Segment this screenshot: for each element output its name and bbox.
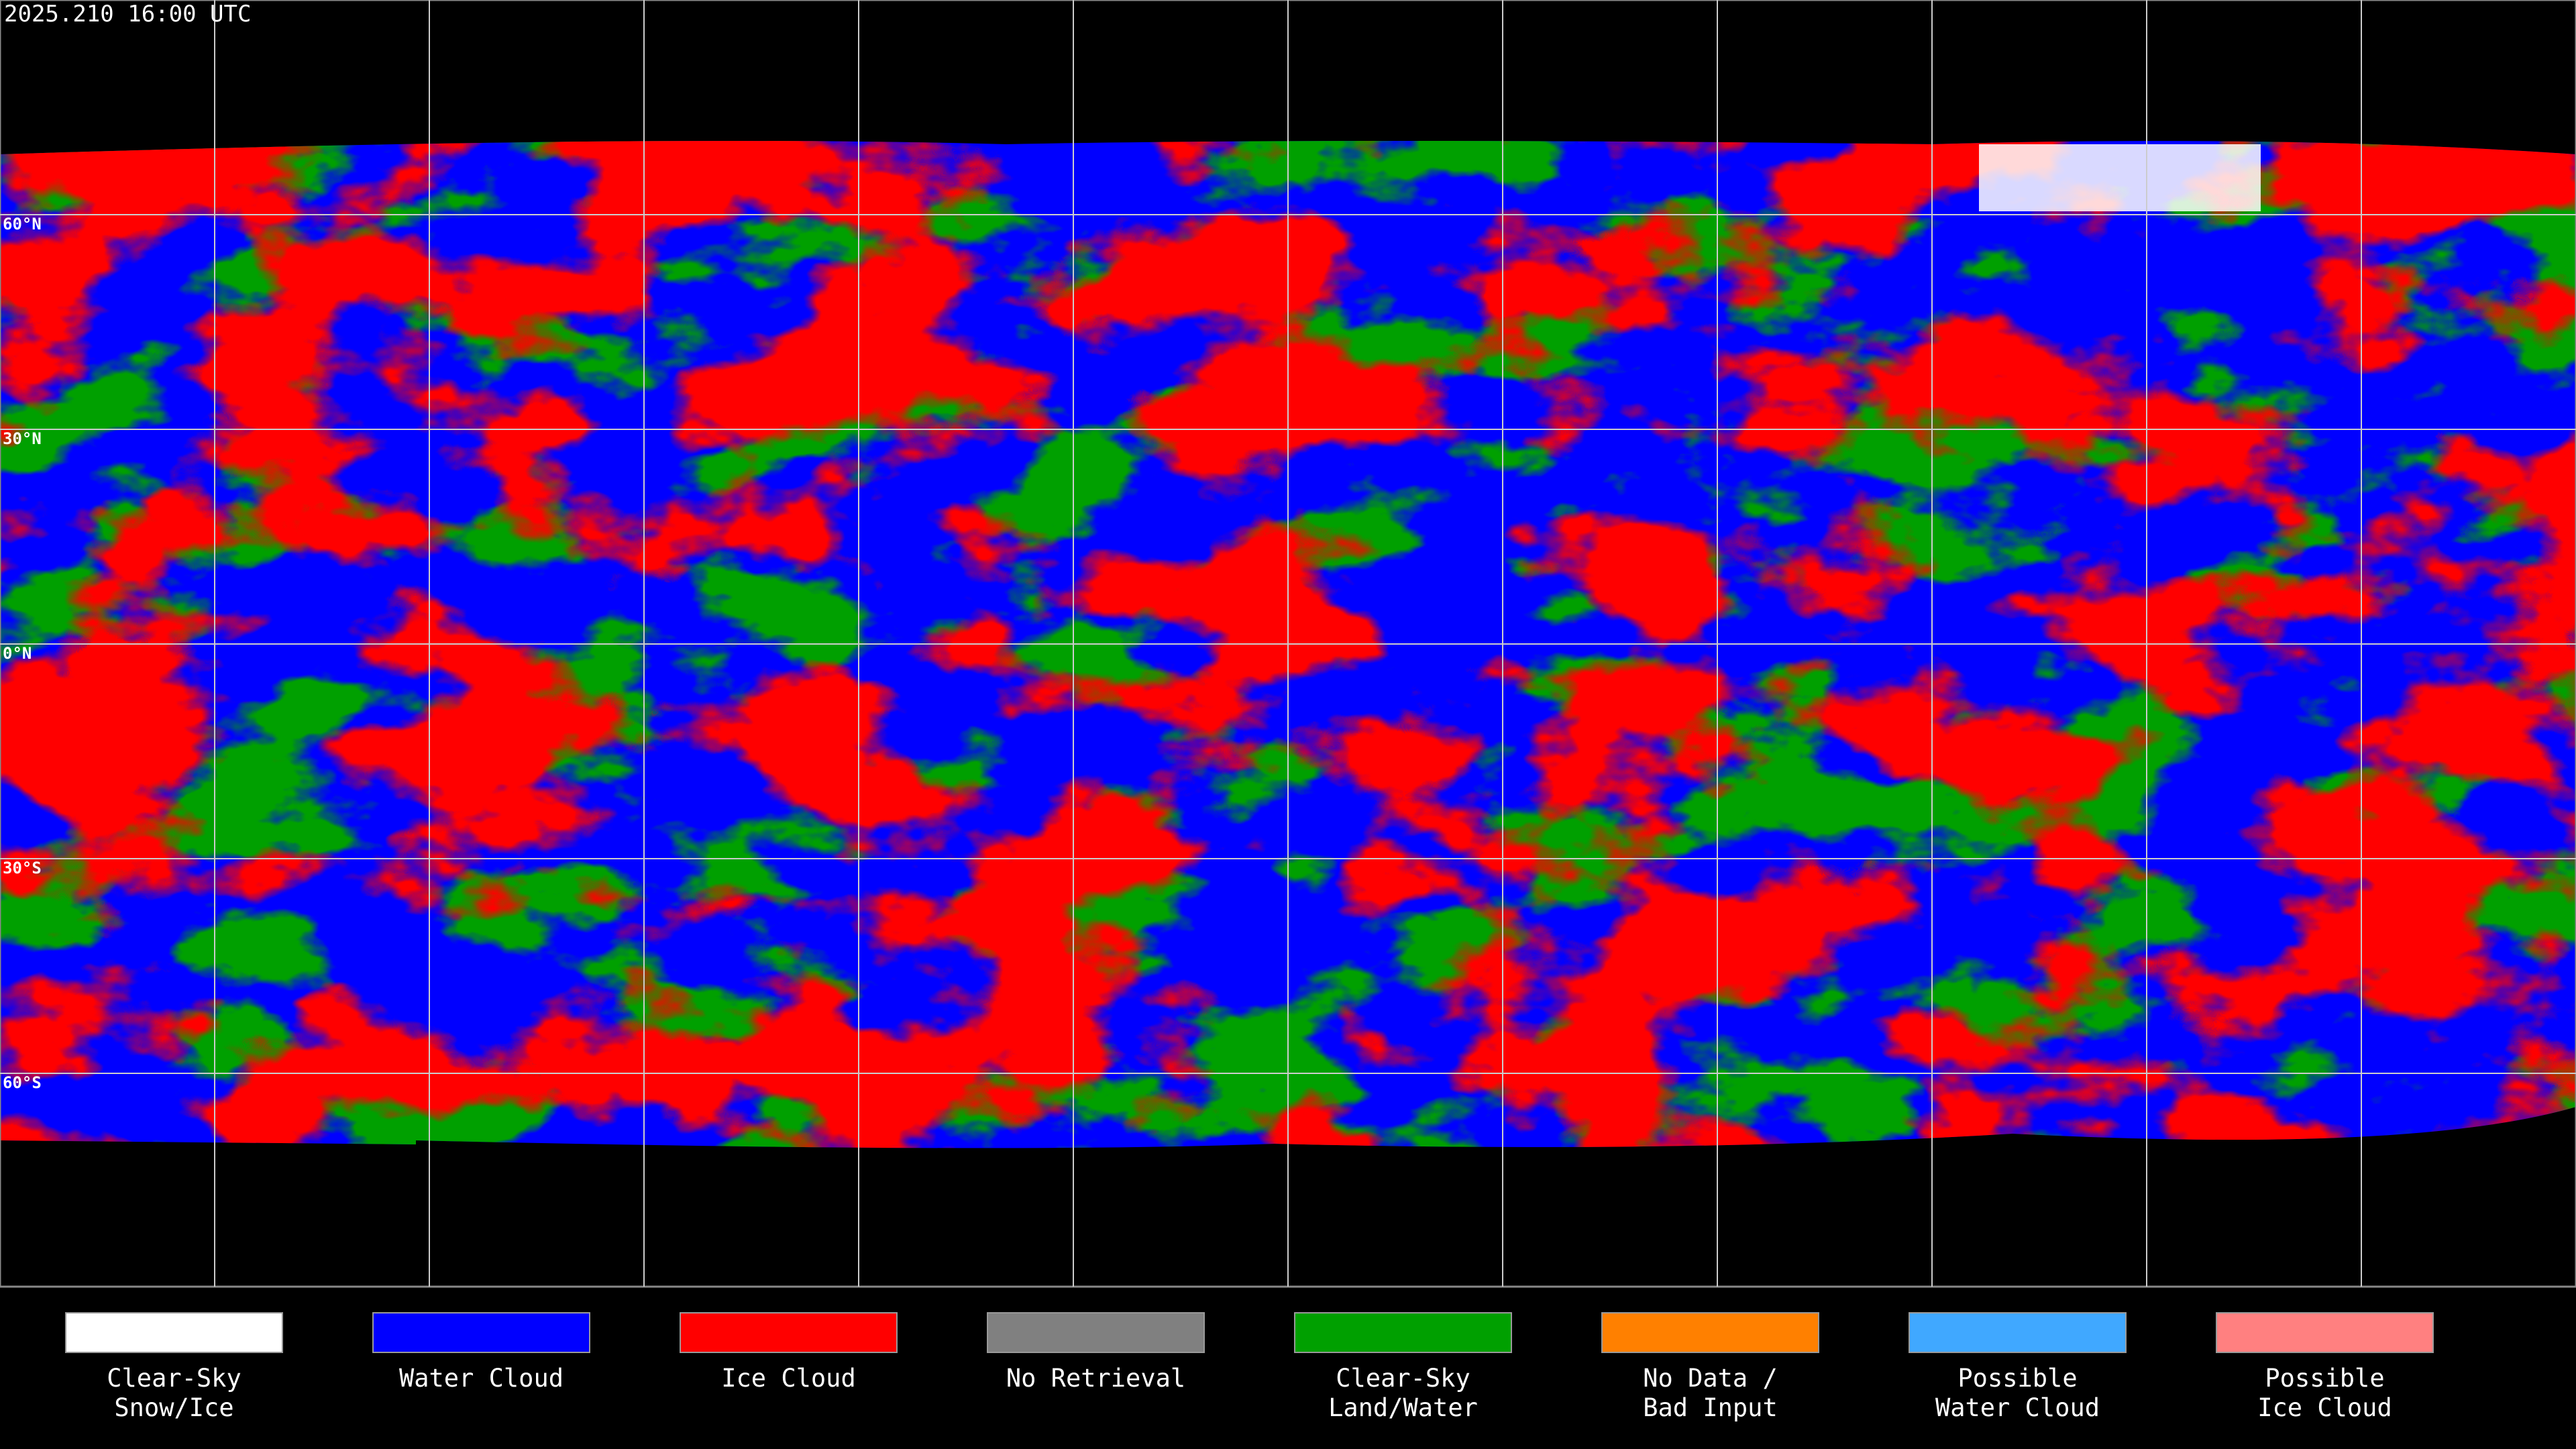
legend-label: Snow/Ice xyxy=(114,1393,233,1422)
legend-swatch xyxy=(1909,1312,2127,1353)
legend-label: Possible xyxy=(2265,1364,2384,1393)
latitude-label: 30°N xyxy=(3,429,42,448)
legend-label: Clear-Sky xyxy=(1336,1364,1470,1393)
legend-swatch xyxy=(1294,1312,1512,1353)
legend-label: Possible xyxy=(1957,1364,2077,1393)
legend-label: Ice Cloud xyxy=(721,1364,855,1393)
map-title: 2025.210 16:00 UTC xyxy=(4,1,251,28)
legend-label: Bad Input xyxy=(1643,1393,1777,1422)
legend-swatch xyxy=(1601,1312,1819,1353)
legend-label: No Data / xyxy=(1643,1364,1777,1393)
legend-swatch xyxy=(2216,1312,2434,1353)
latitude-labels: 60°N 30°N 0°N 30°S 60°S xyxy=(3,215,42,1092)
latitude-label: 0°N xyxy=(3,644,32,663)
legend-label: Land/Water xyxy=(1328,1393,1478,1422)
legend-swatch xyxy=(372,1312,590,1353)
legend-swatch xyxy=(65,1312,283,1353)
legend-label: Clear-Sky xyxy=(107,1364,241,1393)
legend-swatch xyxy=(987,1312,1205,1353)
legend-swatch xyxy=(680,1312,898,1353)
legend-label: No Retrieval xyxy=(1006,1364,1185,1393)
graticule xyxy=(0,0,2576,1287)
legend-label: Ice Cloud xyxy=(2257,1393,2392,1422)
latitude-label: 30°S xyxy=(3,859,42,877)
legend-label: Water Cloud xyxy=(399,1364,564,1393)
legend-label: Water Cloud xyxy=(1935,1393,2100,1422)
latitude-label: 60°N xyxy=(3,215,42,233)
latitude-label: 60°S xyxy=(3,1073,42,1092)
snow-ice-patch xyxy=(1979,144,2261,211)
